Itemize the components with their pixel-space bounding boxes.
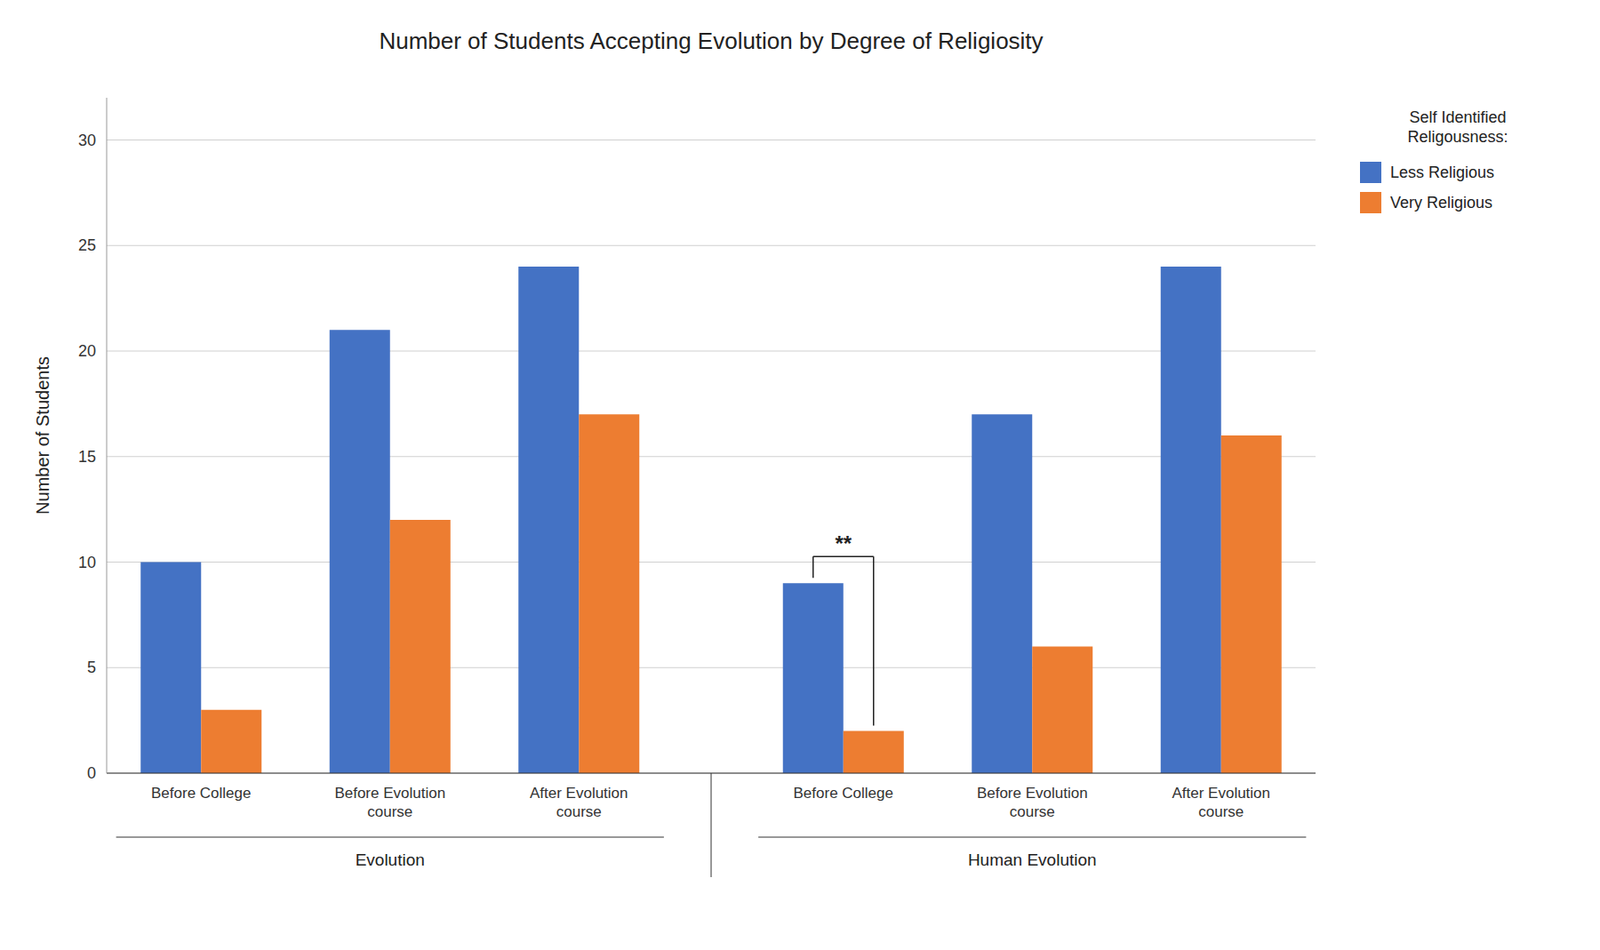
- bar: [1032, 647, 1093, 775]
- group-line: [116, 837, 664, 839]
- y-tick-label: 5: [87, 658, 96, 677]
- bar: [518, 266, 579, 774]
- legend-entry: Very Religious: [1390, 193, 1493, 212]
- x-tick-label: Before College: [151, 784, 251, 802]
- chart-svg: Number of Students Accepting Evolution b…: [0, 0, 1600, 950]
- legend-swatch: [1360, 161, 1382, 184]
- legend: Self IdentifiedReligousness: Less Religio…: [1360, 108, 1509, 214]
- y-tick-label: 0: [87, 764, 96, 783]
- group-line: [758, 837, 1306, 839]
- title: Number of Students Accepting Evolution b…: [378, 27, 1043, 55]
- bracket-leg: [872, 556, 875, 726]
- y-tick-label: 20: [78, 342, 96, 360]
- grid-line: [106, 139, 1316, 141]
- legend-title: Self IdentifiedReligousness:: [1407, 108, 1508, 146]
- bar: [578, 414, 640, 774]
- bar: [200, 710, 262, 774]
- bars: [140, 266, 1282, 774]
- bar: [783, 583, 844, 774]
- y-axis-line: [106, 97, 108, 774]
- y-tick-label: 15: [78, 448, 96, 466]
- y-tick-label: 25: [78, 236, 96, 255]
- group-label: Evolution: [355, 850, 425, 870]
- x-tick-label: After Evolutioncourse: [1171, 784, 1271, 821]
- bracket-leg: [812, 556, 815, 578]
- bar: [140, 562, 201, 775]
- grid-line: [106, 456, 1316, 457]
- bar: [1221, 435, 1282, 774]
- bar: [1160, 266, 1222, 774]
- x-tick-label: After Evolutioncourse: [529, 784, 629, 821]
- grid-line: [106, 667, 1316, 669]
- bracket-bar: [813, 556, 874, 559]
- significance-bracket: [813, 556, 874, 726]
- grid-line: [106, 351, 1316, 352]
- legend-swatch: [1360, 192, 1382, 214]
- y-tick-label: 30: [78, 131, 96, 150]
- annotation: **: [834, 531, 852, 556]
- grid-line: [106, 561, 1316, 563]
- y-axis-label: Number of Students: [32, 356, 53, 515]
- x-tick-label: Before Evolutioncourse: [334, 784, 446, 821]
- bar: [971, 414, 1032, 774]
- bar: [390, 520, 451, 774]
- legend-entry: Less Religious: [1390, 163, 1495, 182]
- group-divider: [711, 773, 712, 878]
- y-tick-label: 10: [78, 553, 96, 572]
- x-tick-label: Before Evolutioncourse: [976, 784, 1088, 821]
- background: [0, 0, 1600, 950]
- x-tick-label: Before College: [793, 784, 894, 802]
- bar: [329, 329, 391, 774]
- bar: [843, 731, 904, 775]
- grid-line: [106, 245, 1316, 247]
- group-label: Human Evolution: [968, 850, 1097, 870]
- grid: [106, 140, 1316, 775]
